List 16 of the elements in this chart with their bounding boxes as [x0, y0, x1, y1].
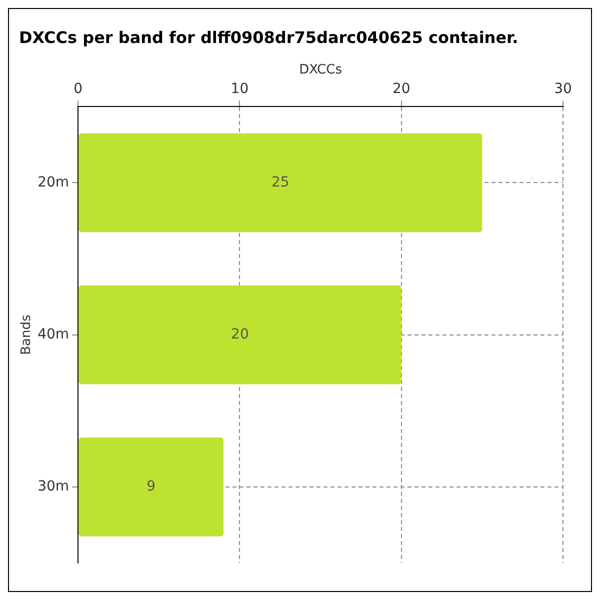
y-tick-label: 40m: [38, 326, 70, 342]
y-tick-label: 30m: [38, 478, 70, 495]
chart-title: DXCCs per band for dlff0908dr75darc040625 container.: [19, 28, 518, 47]
x-tick-label: 20: [392, 80, 410, 97]
x-tick-label: 10: [230, 80, 249, 97]
x-axis-title: DXCCs: [299, 62, 342, 78]
x-tick-label: 0: [74, 80, 83, 97]
y-tick-label: 20m: [38, 174, 70, 190]
x-tick-label: 30: [554, 80, 572, 97]
data-label: 9: [146, 478, 156, 495]
bar: [78, 285, 402, 384]
data-label: 25: [271, 174, 290, 190]
y-axis-title: Bands: [19, 314, 34, 355]
data-label: 20: [231, 326, 249, 342]
bar: [78, 133, 482, 232]
bar: [78, 437, 224, 536]
